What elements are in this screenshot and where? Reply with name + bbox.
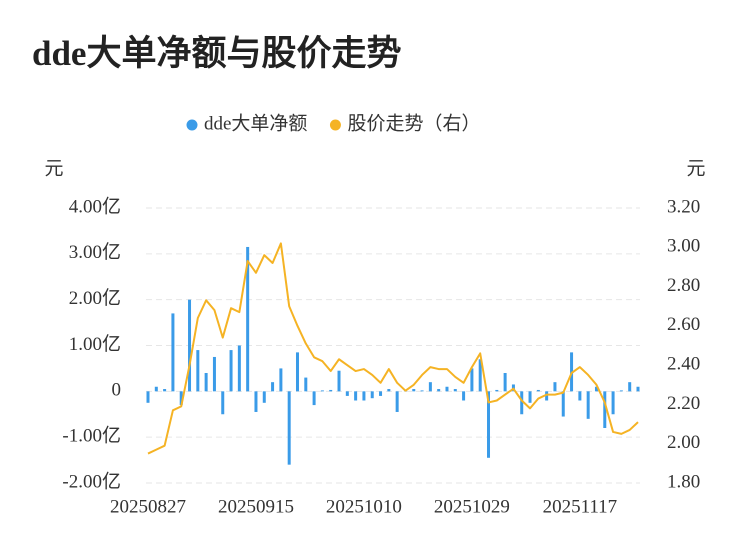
bar <box>179 391 183 406</box>
bar <box>553 382 557 392</box>
bar <box>146 391 150 403</box>
y-axis-label: 元 <box>44 158 63 179</box>
bar <box>337 370 341 392</box>
bar <box>445 386 449 392</box>
x-tick-label: 20250827 <box>110 496 186 517</box>
y-tick-label: -1.00亿 <box>62 425 121 447</box>
y2-tick-label: 2.00 <box>667 432 700 453</box>
x-tick-label: 20251029 <box>434 496 510 517</box>
y2-tick-label: 2.40 <box>667 354 700 375</box>
bar <box>545 391 549 401</box>
y2-tick-label: 1.80 <box>667 471 700 492</box>
bar <box>287 391 291 465</box>
bar <box>536 389 540 392</box>
bar <box>196 350 200 392</box>
bar <box>329 389 333 392</box>
bar <box>628 382 632 392</box>
bar <box>362 391 366 401</box>
bar <box>528 391 532 403</box>
bar <box>271 382 275 392</box>
y-tick-label: 0 <box>112 380 122 401</box>
bar <box>279 368 283 392</box>
bar <box>594 386 598 392</box>
bar <box>437 389 441 392</box>
bar <box>154 386 158 392</box>
bar <box>636 386 640 392</box>
bar <box>246 246 250 392</box>
bar <box>578 391 582 401</box>
bar <box>204 373 208 392</box>
y2-tick-label: 2.80 <box>667 275 700 296</box>
bar <box>462 391 466 401</box>
bar <box>470 368 474 392</box>
bar <box>520 391 524 415</box>
bar <box>212 356 216 392</box>
bar <box>320 390 324 392</box>
price-line <box>147 242 639 455</box>
bar <box>370 391 374 399</box>
legend-label: 股价走势（右） <box>347 112 480 134</box>
y-tick-label: -2.00亿 <box>62 470 121 492</box>
bar <box>295 352 299 392</box>
y-tick-label: 4.00亿 <box>69 195 121 217</box>
bar <box>420 390 424 392</box>
bar <box>619 390 623 392</box>
x-tick-label: 20251010 <box>326 496 402 517</box>
bar <box>304 377 308 392</box>
y2-tick-label: 3.20 <box>667 196 700 217</box>
y-tick-label: 3.00亿 <box>69 241 121 263</box>
bar <box>395 391 399 412</box>
bar <box>487 391 491 458</box>
bar <box>354 391 358 401</box>
bar <box>188 299 192 392</box>
bar <box>453 389 457 392</box>
legend-marker <box>186 119 198 131</box>
bar <box>387 389 391 392</box>
x-tick-label: 20250915 <box>218 496 294 517</box>
legend-marker <box>329 119 341 131</box>
bar <box>503 373 507 392</box>
y2-tick-label: 2.60 <box>667 314 700 335</box>
bar <box>428 382 432 392</box>
y2-tick-label: 3.00 <box>667 236 700 257</box>
bar <box>254 391 258 412</box>
legend-label: dde大单净额 <box>204 112 307 134</box>
bar <box>478 359 482 392</box>
bar <box>603 391 607 428</box>
bar <box>171 313 175 392</box>
bar <box>312 391 316 406</box>
bar <box>262 391 266 403</box>
bar <box>586 391 590 419</box>
bar <box>561 391 565 417</box>
bar <box>345 391 349 396</box>
y-tick-label: 1.00亿 <box>69 333 121 355</box>
bar <box>379 391 383 396</box>
bar <box>237 345 241 392</box>
bar <box>221 391 225 415</box>
y2-tick-label: 2.20 <box>667 393 700 414</box>
bar <box>229 350 233 392</box>
y2-axis-label: 元 <box>686 158 705 179</box>
y-tick-label: 2.00亿 <box>69 287 121 309</box>
bar <box>611 391 615 415</box>
x-tick-label: 20251117 <box>543 496 618 517</box>
bar <box>495 389 499 392</box>
chart-title: dde大单净额与股价走势 <box>32 34 401 73</box>
bar <box>412 389 416 392</box>
bar <box>163 389 167 392</box>
